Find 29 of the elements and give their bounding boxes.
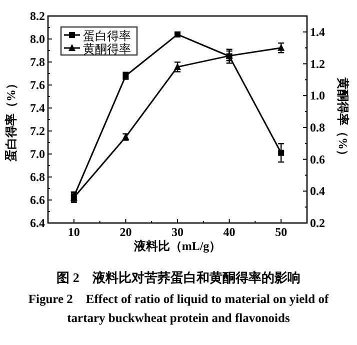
y2-tick-label: 1.0 [310,88,325,103]
y-tick-label: 6.4 [30,216,45,230]
y-tick-label: 6.8 [30,170,45,184]
y-tick-label: 7.2 [30,124,45,138]
y2-tick-label: 0.4 [310,184,325,198]
caption: 图 2 液料比对苦荞蛋白和黄酮得率的影响 [56,269,302,287]
y-tick-label: 7.4 [30,101,45,115]
y2-tick-label: 0.8 [310,120,325,134]
y-tick-label: 7.0 [30,147,45,161]
caption: Figure 2 Effect of ratio of liquid to material on yield of tartary buckwheat protein and flavonoids [27,291,330,327]
legend-label: 黄酮得率 [83,42,131,56]
y-axis-title: 蛋白得率（%） [4,78,18,162]
y2-axis-title: 黄酮得率（%） [336,76,350,162]
y-tick-label: 7.6 [30,78,45,92]
x-tick-label: 40 [223,225,236,239]
legend-label: 蛋白得率 [83,29,131,43]
y2-tick-label: 1.2 [310,56,325,71]
x-tick-label: 50 [275,225,288,239]
y-tick-label: 6.6 [30,193,45,207]
x-axis-title: 液料比（mL/g） [132,239,222,253]
y-tick-label: 8.2 [30,9,45,23]
y2-tick-label: 1.4 [310,24,325,39]
x-tick-label: 30 [172,225,184,239]
y-tick-label: 8.0 [30,32,45,46]
x-tick-label: 10 [68,225,80,239]
y-tick-label: 7.8 [30,55,45,69]
y2-tick-label: 0.2 [310,216,325,230]
y2-tick-label: 0.6 [310,152,325,166]
x-tick-label: 20 [120,225,132,239]
